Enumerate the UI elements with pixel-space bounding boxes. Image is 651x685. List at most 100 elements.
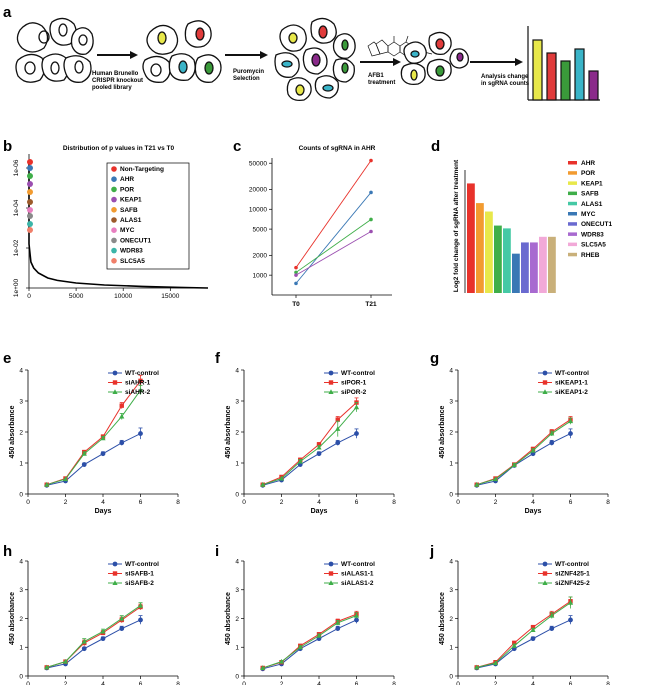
chart-d-legend-label: POR: [581, 170, 595, 177]
chart-g-point-sikeap1-2: [511, 462, 517, 468]
chart-f-point-wt-control: [316, 451, 322, 457]
chart-g-x-tick-label: 4: [531, 499, 535, 506]
chart-i-legend-marker: [328, 571, 334, 576]
chart-i-point-wt-control: [335, 626, 341, 631]
chart-b-legend-marker: [111, 237, 117, 244]
workflow-step1-line2: CRISPR knockout: [92, 78, 143, 84]
chart-c: Counts of sgRNA in AHR 1000 2000 5000 10000 2…: [249, 145, 392, 308]
chart-c-y-tick-label: 20000: [249, 187, 267, 194]
chart-e-y-tick-label: 2: [19, 429, 23, 436]
chart-i-y-tick-label: 1: [235, 645, 239, 652]
chart-b-point-wdr83: [27, 221, 33, 227]
chart-g-legend-marker: [542, 370, 548, 376]
chart-h-line-sisafb-2: [46, 605, 141, 668]
chart-i-point-sialas1-2: [260, 665, 266, 670]
chart-e-legend-marker: [112, 370, 118, 376]
chart-h-point-wt-control: [81, 646, 87, 652]
chart-e-y-tick-label: 1: [19, 460, 23, 467]
chart-e-x-tick-label: 2: [64, 499, 68, 506]
chart-i-legend-label: siALAS1-1: [341, 571, 374, 578]
chart-f-line-wt-control: [262, 433, 357, 486]
chart-j-x-tick-label: 8: [606, 681, 610, 685]
chart-i-legend-label: siALAS1-2: [341, 580, 374, 587]
chart-j-line-siznf425-2: [476, 602, 571, 668]
chart-d-bar-ahr: [467, 183, 475, 293]
chart-h-point-sisafb-2: [137, 602, 144, 608]
chart-g-point-sikeap1-2: [530, 447, 536, 453]
chart-i-y-tick-label: 0: [235, 673, 239, 680]
chart-d-legend-swatch: [568, 191, 577, 196]
cell-cluster-selected: [274, 17, 356, 102]
workflow-step1-line3: pooled library: [92, 85, 132, 91]
chart-c-y-tick-label: 50000: [249, 161, 267, 168]
chart-d-bar-wdr83: [530, 242, 538, 293]
chart-h-y-tick-label: 4: [19, 558, 23, 565]
chart-e-y-tick-label: 0: [19, 491, 23, 498]
chart-d-legend-label: WDR83: [581, 231, 604, 238]
chart-h-legend-label: siSAFB-2: [125, 580, 154, 587]
chart-e-point-siahr-2: [81, 450, 87, 456]
chart-g-point-sikeap1-2: [549, 430, 555, 436]
chart-g-point-sikeap1-2: [474, 481, 480, 487]
chart-j-point-wt-control: [549, 626, 555, 631]
panel-label-e: e: [3, 350, 11, 367]
chart-b-legend-marker: [111, 166, 117, 172]
arrow-4: [470, 58, 523, 66]
chart-g-legend-label: siKEAP1-1: [555, 380, 588, 387]
chart-g-y-tick-label: 2: [449, 429, 453, 436]
workflow-step4-line2: in sgRNA counts: [481, 81, 530, 87]
chart-b-legend-marker: [111, 227, 117, 233]
chart-j-point-siznf425-2: [511, 643, 517, 648]
chart-i-x-tick-label: 8: [392, 681, 396, 685]
panel-label-b: b: [3, 138, 12, 155]
sgrna-bar-sketch: [527, 26, 600, 101]
chart-b-legend-marker: [111, 176, 117, 182]
chart-e-point-siahr-2: [119, 413, 125, 419]
chart-f: 0 1 2 3 4 0 2 4 6 8 Days 450 absorbance WT-control si…: [225, 367, 396, 515]
chart-j-legend-marker: [542, 571, 548, 576]
chart-b-legend-label: WDR83: [120, 248, 143, 255]
chart-b-point-por: [27, 173, 33, 179]
chart-b-point-onecut1: [27, 213, 33, 219]
chart-j-x-tick-label: 2: [494, 681, 498, 685]
chart-d-bar-keap1: [485, 211, 493, 293]
chart-g-legend-label: siKEAP1-2: [555, 389, 588, 396]
chart-g-point-sikeap1-2: [492, 476, 499, 482]
chart-f-x-tick-label: 6: [355, 499, 359, 506]
chart-j-line-siznf425-1: [476, 600, 571, 668]
chart-i-y-tick-label: 4: [235, 558, 239, 565]
chart-c-y-tick-label: 10000: [249, 207, 267, 214]
chart-g-line-wt-control: [476, 433, 571, 486]
chart-i-line-sialas1-2: [262, 615, 357, 669]
chart-b-x-tick-label: 15000: [161, 293, 179, 300]
chart-h-y-tick-label: 1: [19, 645, 23, 652]
panel-label-c: c: [233, 138, 241, 155]
chart-d-bar-myc: [512, 253, 520, 293]
chart-f-point-sipor-2: [316, 444, 322, 450]
chart-f-x-tick-label: 2: [280, 499, 284, 506]
chart-h-y-label: 450 absorbance: [9, 592, 16, 645]
chart-i-x-tick-label: 6: [355, 681, 359, 685]
chart-b-legend-marker: [111, 207, 117, 213]
chart-d-y-label: Log2 fold change of sgRNA after treatmen…: [453, 159, 460, 292]
chart-d-legend-label: SLC5A5: [581, 242, 606, 249]
chart-h-y-tick-label: 2: [19, 616, 23, 623]
chart-f-line-sipor-1: [262, 402, 357, 486]
chart-h-x-tick-label: 2: [64, 681, 68, 685]
chart-f-legend-marker: [328, 389, 334, 394]
chart-b-y-tick-label: 1e+00: [13, 278, 20, 297]
chart-d-legend-label: RHEB: [581, 252, 600, 259]
chart-c-title: Counts of sgRNA in AHR: [299, 145, 376, 152]
chart-j-point-siznf425-2: [474, 664, 480, 670]
panel-label-d: d: [431, 138, 440, 155]
chart-d-legend-swatch: [568, 181, 577, 185]
panel-label-h: h: [3, 543, 12, 560]
chart-f-point-wt-control: [335, 440, 341, 446]
chart-d-bar-onecut1: [521, 242, 529, 293]
chart-e-legend-label: siAHR-2: [125, 389, 151, 396]
chart-f-point-sipor-2: [335, 426, 341, 431]
chart-b-x-tick-label: 0: [27, 293, 31, 300]
chart-e-point-wt-control: [138, 431, 143, 436]
